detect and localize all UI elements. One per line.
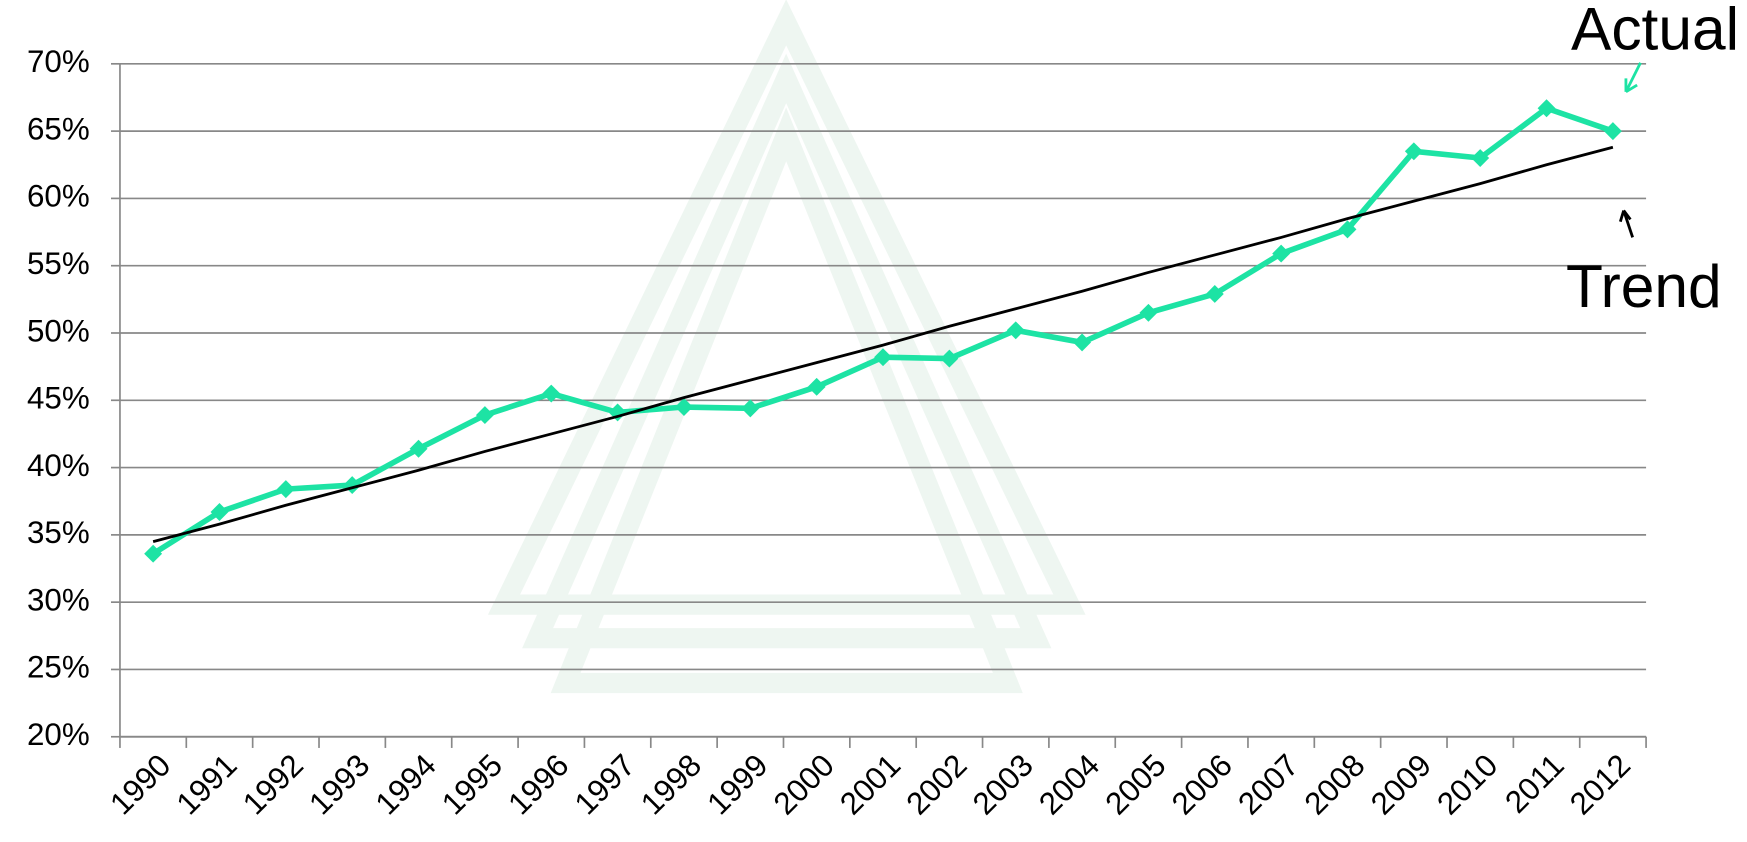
x-tick-label: 1992: [236, 747, 310, 821]
data-point: [1006, 321, 1025, 340]
x-tick-label: 1998: [634, 747, 708, 821]
x-tick-label: 2007: [1231, 747, 1305, 821]
data-point: [741, 399, 760, 418]
x-tick-label: 1999: [700, 747, 774, 821]
x-tick-label: 2000: [767, 747, 841, 821]
data-point: [940, 349, 959, 368]
data-point: [1073, 333, 1092, 352]
x-tick-label: 2005: [1099, 747, 1173, 821]
annotation-arrow: [1618, 209, 1634, 238]
data-point: [1603, 122, 1622, 141]
data-point: [1338, 220, 1357, 239]
x-tick-label: 2003: [966, 747, 1040, 821]
x-tick-label: 2006: [1165, 747, 1239, 821]
data-point: [210, 503, 229, 521]
y-tick-label: 50%: [27, 313, 90, 348]
x-tick-label: 1991: [170, 747, 244, 821]
y-tick-label: 40%: [27, 448, 90, 483]
y-tick-label: 55%: [27, 246, 90, 281]
x-tick-label: 2004: [1032, 747, 1106, 821]
x-tick-label: 1995: [435, 747, 509, 821]
series-label: Actual: [1571, 0, 1739, 63]
x-tick-label: 1993: [302, 747, 376, 821]
x-tick-label: 2011: [1498, 747, 1570, 819]
x-tick-label: 2008: [1298, 747, 1372, 821]
data-point: [1471, 149, 1490, 167]
y-tick-label: 65%: [27, 111, 90, 146]
series-line: [151, 105, 1614, 557]
y-tick-label: 25%: [27, 650, 90, 685]
y-tick-label: 35%: [27, 515, 90, 550]
x-tick-label: 1997: [568, 747, 642, 821]
data-point: [144, 544, 163, 563]
annotation-arrow: [1624, 62, 1642, 94]
y-tick-label: 30%: [27, 582, 90, 617]
data-point: [409, 439, 428, 458]
data-point: [1404, 142, 1423, 161]
y-tick-label: 70%: [27, 44, 90, 79]
x-tick-label: 2010: [1430, 747, 1504, 821]
x-tick-label: 2002: [900, 747, 974, 821]
data-point: [276, 480, 295, 499]
x-tick-label: 1990: [103, 747, 177, 821]
x-tick-label: 2001: [833, 747, 907, 821]
watermark: [487, 0, 1086, 694]
y-tick-label: 45%: [27, 381, 90, 416]
x-tick-label: 1996: [501, 747, 575, 821]
data-point: [807, 377, 826, 396]
x-tick-label: 2009: [1364, 747, 1438, 821]
data-point: [1272, 244, 1291, 263]
series-line: [152, 145, 1614, 543]
x-tick-label: 1994: [369, 747, 443, 821]
data-point: [874, 348, 892, 367]
data-point: [1139, 303, 1158, 322]
series-label: Trend: [1566, 252, 1722, 320]
y-tick-label: 60%: [27, 179, 90, 214]
y-tick-label: 20%: [27, 717, 90, 752]
data-point: [475, 406, 494, 425]
x-tick-label: 2012: [1563, 747, 1637, 821]
data-point: [1205, 285, 1224, 303]
